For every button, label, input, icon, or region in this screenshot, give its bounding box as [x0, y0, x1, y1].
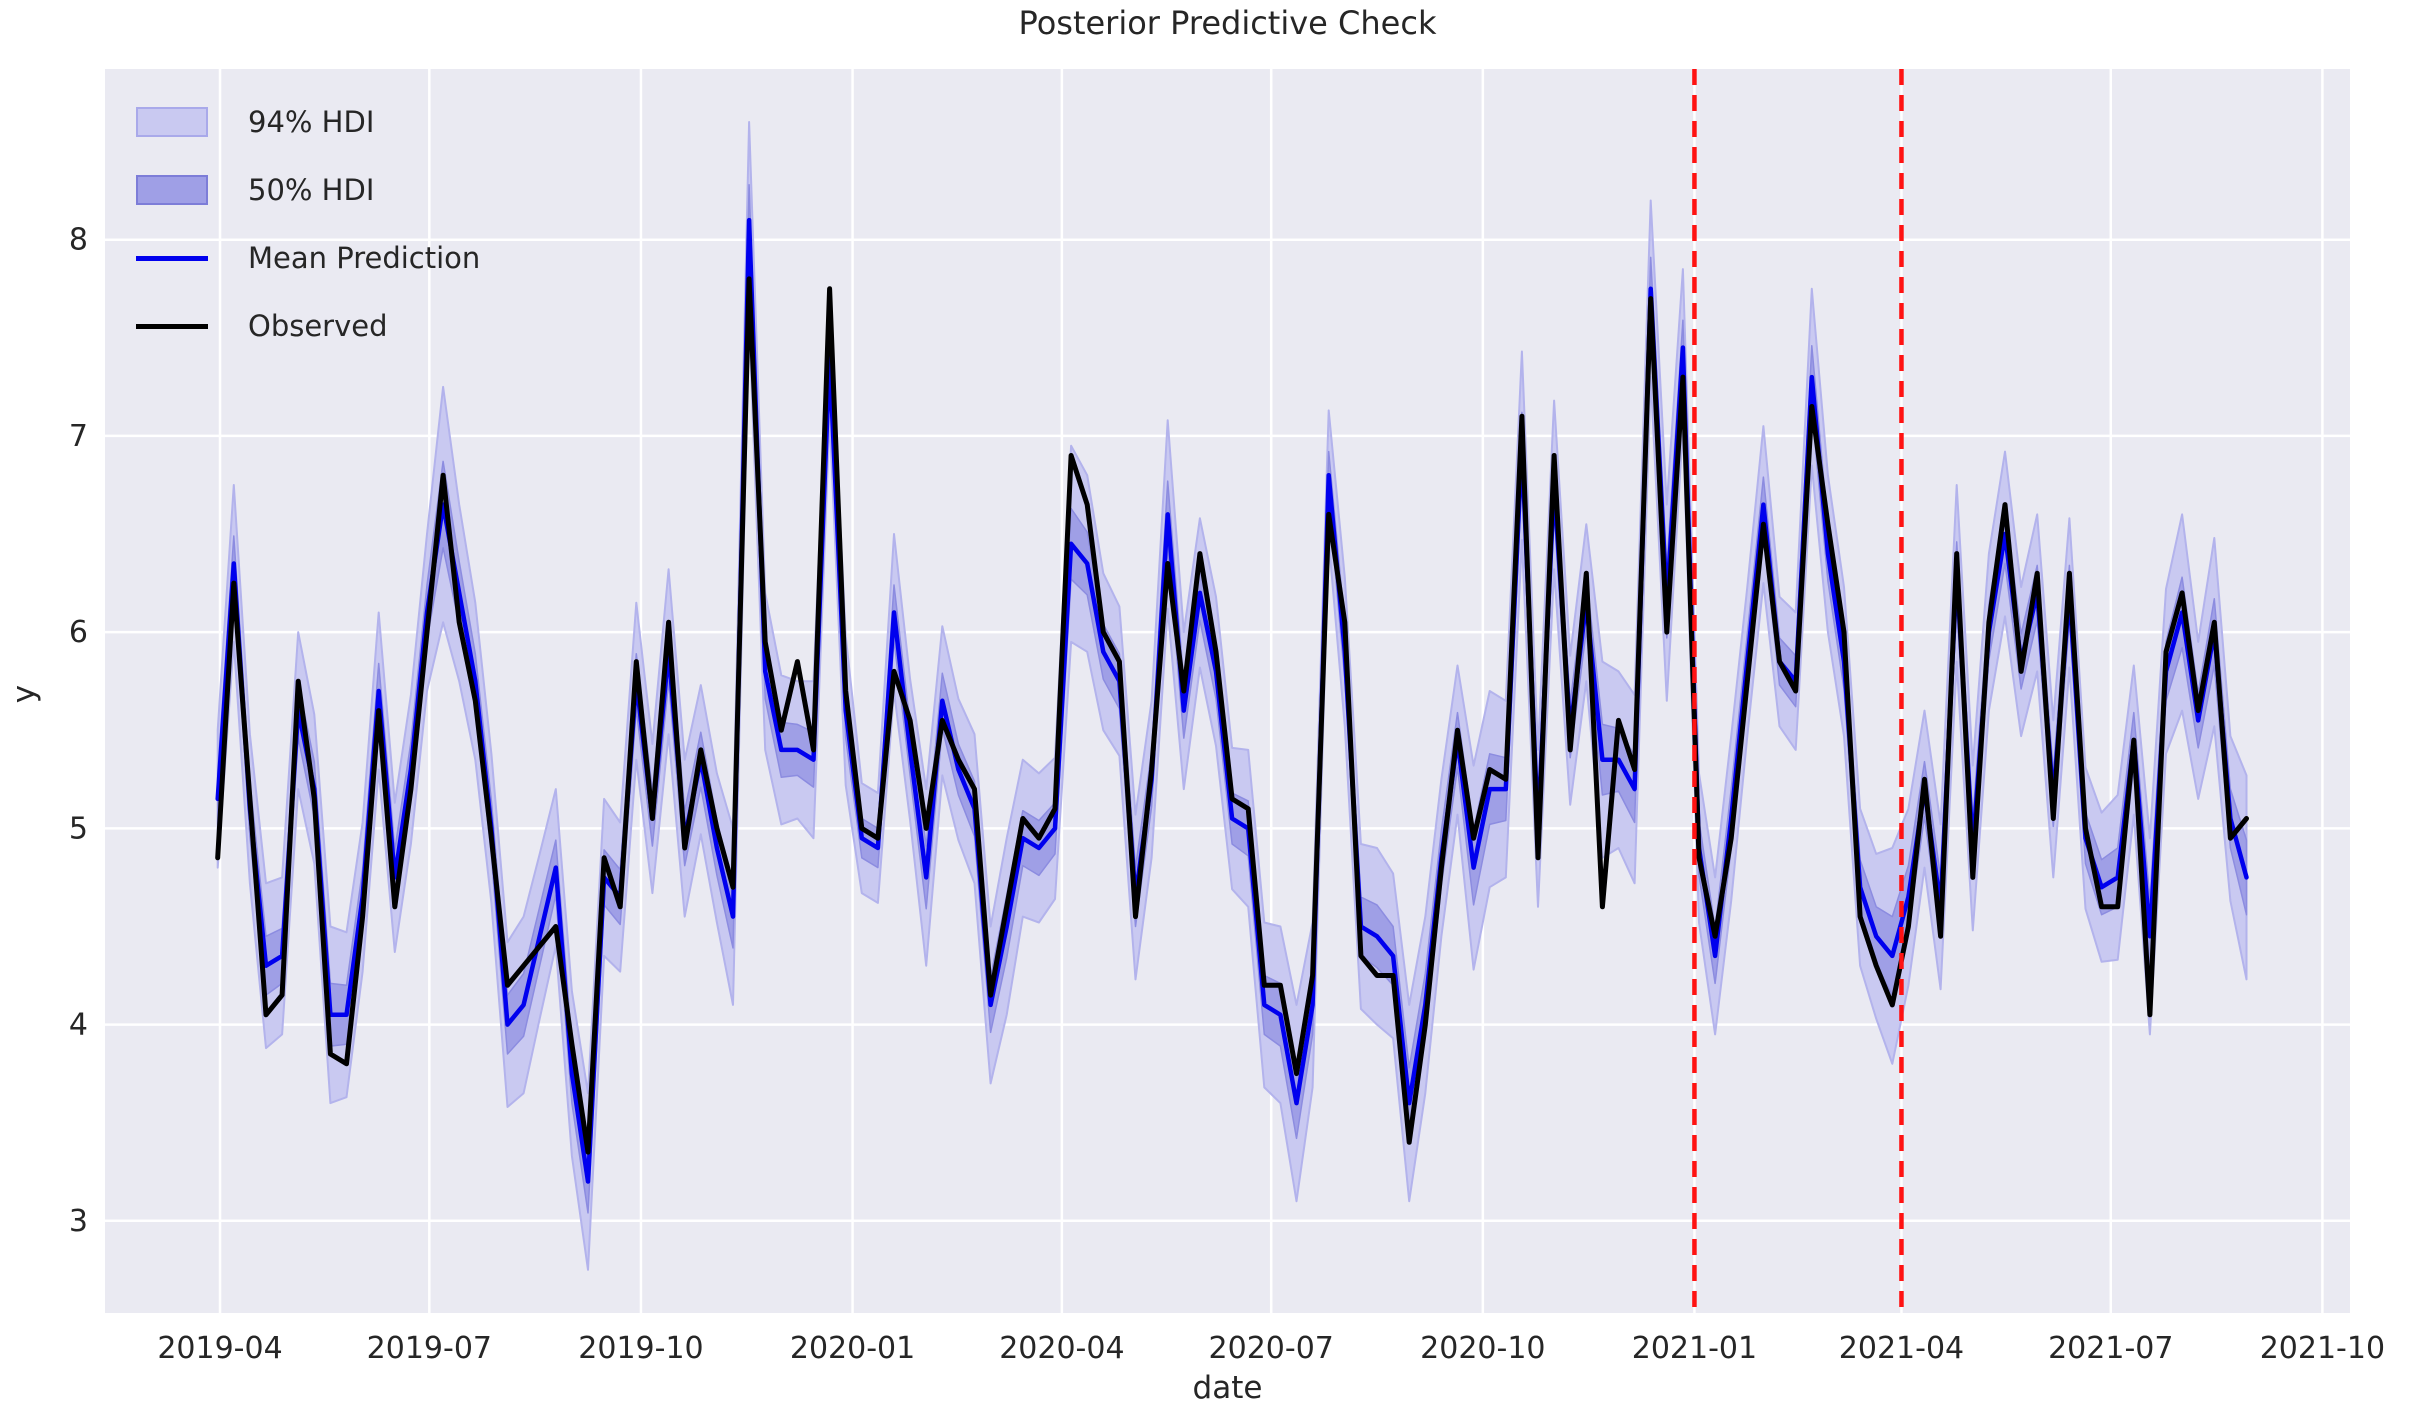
legend-label: Observed — [248, 309, 388, 343]
x-axis-label: date — [1192, 1370, 1263, 1406]
hdi94-band — [216, 121, 2248, 1271]
hdi94-swatch-icon — [136, 107, 208, 137]
observed-line-swatch-icon — [136, 323, 208, 329]
x-tick-label: 2019-07 — [367, 1331, 492, 1366]
y-tick-label: 4 — [69, 1008, 88, 1043]
legend-item-hdi50: 50% HDI — [136, 156, 480, 224]
legend-item-hdi94: 94% HDI — [136, 88, 480, 156]
x-tick-label: 2019-10 — [578, 1331, 703, 1366]
y-tick-label: 7 — [69, 419, 88, 454]
x-tick-label: 2020-10 — [1420, 1331, 1545, 1366]
legend-label: 50% HDI — [248, 173, 375, 207]
x-tick-label: 2021-04 — [1839, 1331, 1964, 1366]
y-tick-label: 3 — [69, 1204, 88, 1239]
x-tick-label: 2021-10 — [2260, 1331, 2385, 1366]
legend-item-observed: Observed — [136, 292, 480, 360]
x-tick-label: 2021-01 — [1632, 1331, 1757, 1366]
y-tick-label: 8 — [69, 223, 88, 258]
x-tick-label: 2020-01 — [790, 1331, 915, 1366]
y-axis-label: y — [6, 684, 42, 704]
y-tick-label: 5 — [69, 811, 88, 846]
mean-line-swatch-icon — [136, 255, 208, 261]
y-tick-label: 6 — [69, 615, 88, 650]
x-tick-label: 2021-07 — [2048, 1331, 2173, 1366]
legend: 94% HDI 50% HDI Mean Prediction Observed — [136, 88, 480, 360]
mean-prediction-line — [215, 217, 2249, 1184]
legend-label: 94% HDI — [248, 105, 375, 139]
legend-item-mean: Mean Prediction — [136, 224, 480, 292]
chart-title: Posterior Predictive Check — [1018, 4, 1437, 42]
x-tick-label: 2019-04 — [157, 1331, 282, 1366]
x-tick-label: 2020-04 — [999, 1331, 1124, 1366]
observed-line — [215, 276, 2249, 1155]
hdi50-swatch-icon — [136, 175, 208, 205]
legend-label: Mean Prediction — [248, 241, 481, 275]
x-tick-label: 2020-07 — [1209, 1331, 1334, 1366]
